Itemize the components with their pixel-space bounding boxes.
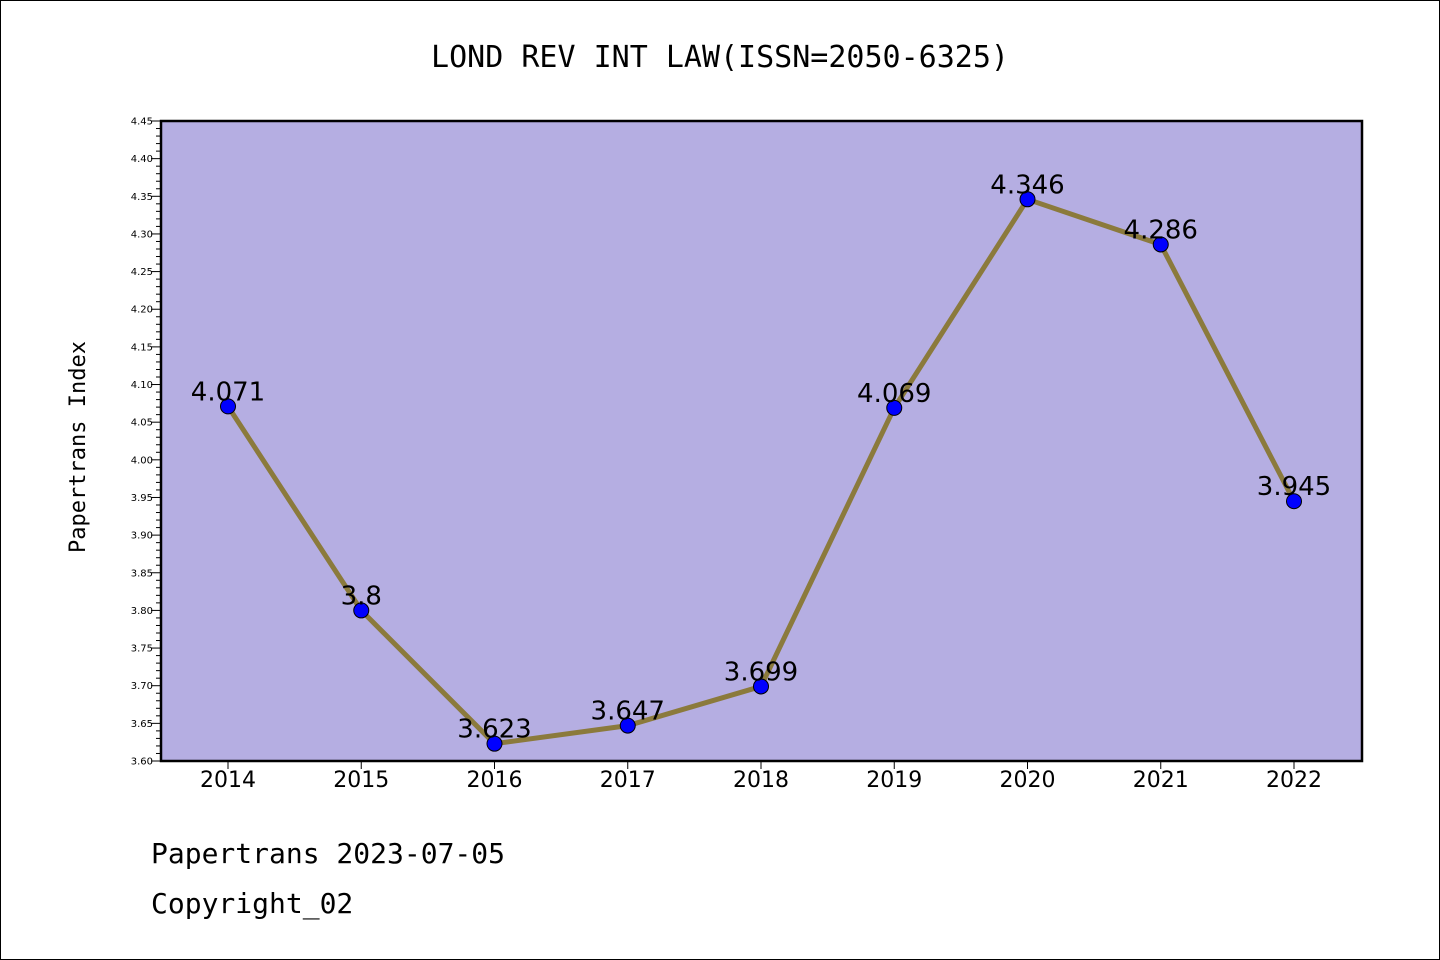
data-label: 4.069 bbox=[857, 379, 931, 409]
x-tick-label: 2022 bbox=[1266, 768, 1322, 793]
data-point bbox=[353, 602, 370, 619]
y-tick-label: 4.15 bbox=[131, 342, 153, 353]
data-point bbox=[1286, 493, 1302, 510]
y-tick-label: 3.65 bbox=[131, 719, 153, 730]
y-tick-label: 3.75 bbox=[131, 644, 153, 655]
y-tick-label: 4.35 bbox=[131, 192, 153, 203]
y-axis-label: Papertrans Index bbox=[66, 341, 91, 553]
data-label: 3.699 bbox=[724, 657, 798, 687]
y-tick-label: 3.85 bbox=[131, 568, 153, 579]
plot-area bbox=[159, 119, 1364, 763]
x-tick-label: 2015 bbox=[333, 768, 389, 793]
y-tick-label: 4.10 bbox=[131, 380, 153, 391]
x-tick-label: 2017 bbox=[600, 768, 656, 793]
data-label: 3.647 bbox=[591, 697, 665, 727]
y-tick-label: 4.45 bbox=[131, 117, 153, 128]
data-point bbox=[753, 678, 769, 695]
data-point bbox=[1019, 191, 1036, 208]
y-tick-label: 4.20 bbox=[131, 305, 153, 316]
y-tick-label: 4.40 bbox=[131, 154, 153, 165]
data-point bbox=[1152, 236, 1169, 253]
y-tick-label: 4.05 bbox=[131, 418, 153, 429]
y-tick-label: 4.30 bbox=[131, 229, 153, 240]
data-label: 4.346 bbox=[990, 170, 1064, 200]
series-layer bbox=[220, 191, 1302, 752]
data-label: 3.945 bbox=[1257, 472, 1331, 502]
data-label: 4.071 bbox=[191, 377, 265, 407]
data-point bbox=[886, 399, 903, 416]
data-label: 3.623 bbox=[457, 715, 531, 745]
x-tick-label: 2016 bbox=[467, 768, 523, 793]
footer-copyright: Copyright_02 bbox=[151, 887, 354, 920]
x-tick-label: 2020 bbox=[1000, 768, 1056, 793]
y-tick-label: 4.25 bbox=[131, 267, 153, 278]
y-tick-label: 3.70 bbox=[131, 681, 153, 692]
x-tick-label: 2014 bbox=[200, 768, 256, 793]
y-axis-ticks: 3.60 3.65 3.70 3.75 3.80 3.85 3.90 3.95 4.00 4.05… bbox=[131, 117, 161, 768]
y-tick-label: 3.80 bbox=[131, 606, 153, 617]
y-tick-label: 3.95 bbox=[131, 493, 153, 504]
y-tick-label: 4.00 bbox=[131, 455, 153, 466]
data-point bbox=[220, 398, 236, 415]
data-point bbox=[486, 735, 503, 752]
chart-title: LOND REV INT LAW(ISSN=2050-6325) bbox=[431, 40, 1009, 75]
data-label: 3.8 bbox=[341, 581, 382, 611]
y-tick-label: 3.60 bbox=[131, 757, 153, 768]
x-tick-label: 2018 bbox=[733, 768, 789, 793]
data-label: 4.286 bbox=[1124, 215, 1198, 245]
data-point bbox=[619, 717, 636, 734]
y-tick-label: 3.90 bbox=[131, 531, 153, 542]
x-axis-ticks: 2014 2015 2016 2017 2018 2019 2020 2021 2022 bbox=[200, 761, 1322, 793]
x-tick-label: 2021 bbox=[1133, 768, 1189, 793]
x-tick-label: 2019 bbox=[866, 768, 922, 793]
footer-date: Papertrans 2023-07-05 bbox=[151, 837, 506, 870]
data-labels: 4.071 3.8 3.623 3.647 3.699 4.069 4.346 4.286 3.… bbox=[191, 170, 1331, 744]
